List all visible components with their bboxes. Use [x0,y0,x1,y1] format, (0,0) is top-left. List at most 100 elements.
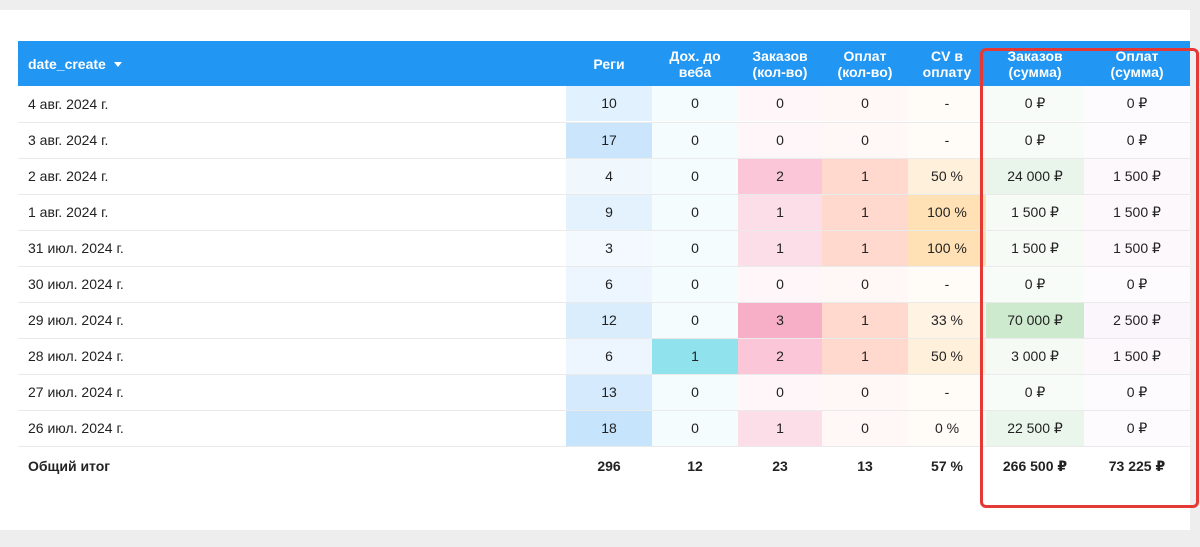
cell-regi: 12 [566,302,652,339]
cell-cv: 33 % [908,302,986,339]
column-header-dokh[interactable]: Дох. до веба [652,41,738,86]
cell-zakazov-kol: 1 [738,410,822,447]
cell-zakazov-sum: 24 000 ₽ [986,158,1084,195]
total-zakazov-sum: 266 500 ₽ [1002,457,1068,474]
cell-date: 30 июл. 2024 г. [18,266,566,303]
sort-desc-icon[interactable] [113,62,122,68]
cell-value: 1 [738,194,822,230]
cell-value: 1 [822,338,908,374]
cell-zakazov-kol: 2 [738,158,822,195]
cell-value: 0 ₽ [986,122,1084,158]
cell-value: 0 [822,86,908,122]
cell-value: 50 % [908,158,986,194]
cell-oplat-sum: 0 ₽ [1084,266,1190,303]
cell-value: 0 [822,374,908,410]
cell-zakazov-kol: 0 [738,86,822,123]
cell-regi: 13 [566,374,652,411]
cell-regi: 4 [566,158,652,195]
cell-value: 2 [738,338,822,374]
cell-value: 1 [738,230,822,266]
cell-dokh: 0 [652,194,738,231]
cell-value: 22 500 ₽ [986,410,1084,446]
cell-value: 0 ₽ [1084,122,1190,158]
cell-oplat-kol: 1 [822,302,908,339]
cell-value: 0 ₽ [1084,410,1190,446]
cell-value: 12 [566,302,652,338]
cell-value: 1 500 ₽ [1084,230,1190,266]
column-header-zakazov-kol[interactable]: Заказов (кол-во) [738,41,822,86]
cell-cv: - [908,86,986,123]
cell-value: - [908,374,986,410]
table-row[interactable]: 3 авг. 2024 г. 17 0 0 0-0 ₽0 ₽ [18,122,1190,159]
table-row[interactable]: 31 июл. 2024 г. 3 0 1 1 100 % 1 500 ₽1 500 ₽ [18,230,1190,267]
cell-value: 1 [652,338,738,374]
cell-cv: - [908,266,986,303]
cell-oplat-sum: 1 500 ₽ [1084,158,1190,195]
cell-value: 17 [566,122,652,158]
table-row[interactable]: 30 июл. 2024 г. 6 0 0 0-0 ₽0 ₽ [18,266,1190,303]
cell-regi: 6 [566,338,652,375]
cell-oplat-sum: 0 ₽ [1084,122,1190,159]
cell-zakazov-sum: 0 ₽ [986,122,1084,159]
cell-oplat-kol: 1 [822,194,908,231]
cell-dokh: 0 [652,266,738,303]
cell-value: 3 [566,230,652,266]
cell-date: 3 авг. 2024 г. [18,122,566,159]
table-row[interactable]: 28 июл. 2024 г. 6 1 2 1 50 % 3 000 ₽1 500 ₽ [18,338,1190,375]
cell-cv: 50 % [908,338,986,375]
cell-value: 3 [738,302,822,338]
table-row[interactable]: 1 авг. 2024 г. 9 0 1 1 100 % 1 500 ₽1 500 ₽ [18,194,1190,231]
column-header-label: date_create [28,55,106,72]
cell-value: 100 % [908,194,986,230]
cell-regi: 10 [566,86,652,123]
cell-dokh: 1 [652,338,738,375]
cell-value: 18 [566,410,652,446]
cell-regi: 17 [566,122,652,159]
cell-regi: 9 [566,194,652,231]
table-row[interactable]: 29 июл. 2024 г. 12 0 3 1 33 % 70 000 ₽2 500 ₽ [18,302,1190,339]
cell-zakazov-kol: 0 [738,266,822,303]
cell-value: - [908,122,986,158]
cell-value: 2 [738,158,822,194]
cell-value: 0 [822,122,908,158]
cell-value: 9 [566,194,652,230]
cell-value: 0 [652,266,738,302]
cell-value: 0 % [908,410,986,446]
cell-date: 28 июл. 2024 г. [18,338,566,375]
table-row[interactable]: 2 авг. 2024 г. 4 0 2 1 50 % 24 000 ₽1 500 ₽ [18,158,1190,195]
cell-dokh: 0 [652,374,738,411]
cell-oplat-sum: 0 ₽ [1084,86,1190,123]
cell-cv: 100 % [908,230,986,267]
cell-value: 0 [652,374,738,410]
table-row[interactable]: 4 авг. 2024 г. 10 0 0 0-0 ₽0 ₽ [18,86,1190,123]
table-row[interactable]: 27 июл. 2024 г. 13 0 0 0-0 ₽0 ₽ [18,374,1190,411]
column-header-zakazov-sum[interactable]: Заказов (сумма) [986,41,1084,86]
cell-value: 1 500 ₽ [1084,338,1190,374]
column-header-cv[interactable]: CV в оплату [908,41,986,86]
table-row[interactable]: 26 июл. 2024 г. 18 0 1 0 0 % 22 500 ₽0 ₽ [18,410,1190,447]
cell-value: 33 % [908,302,986,338]
cell-date: 29 июл. 2024 г. [18,302,566,339]
cell-value: 70 000 ₽ [986,302,1084,338]
cell-value: 0 [652,122,738,158]
cell-value: - [908,266,986,302]
cell-value: 0 [652,230,738,266]
cell-oplat-kol: 0 [822,266,908,303]
cell-value: 0 ₽ [986,266,1084,302]
cell-value: 0 [738,266,822,302]
cell-oplat-sum: 1 500 ₽ [1084,230,1190,267]
cell-oplat-sum: 0 ₽ [1084,374,1190,411]
cell-dokh: 0 [652,410,738,447]
column-header-regi[interactable]: Реги [566,41,652,86]
cell-zakazov-kol: 2 [738,338,822,375]
column-header-date-create[interactable]: date_create [18,41,566,86]
column-header-oplat-kol[interactable]: Оплат (кол-во) [822,41,908,86]
cell-value: 100 % [908,230,986,266]
total-zakazov-kol: 23 [772,458,788,475]
cell-zakazov-kol: 0 [738,374,822,411]
column-header-oplat-sum[interactable]: Оплат (сумма) [1084,41,1190,86]
cell-zakazov-sum: 1 500 ₽ [986,230,1084,267]
cell-value: 0 [652,302,738,338]
cell-zakazov-sum: 1 500 ₽ [986,194,1084,231]
cell-value: 10 [566,86,652,122]
